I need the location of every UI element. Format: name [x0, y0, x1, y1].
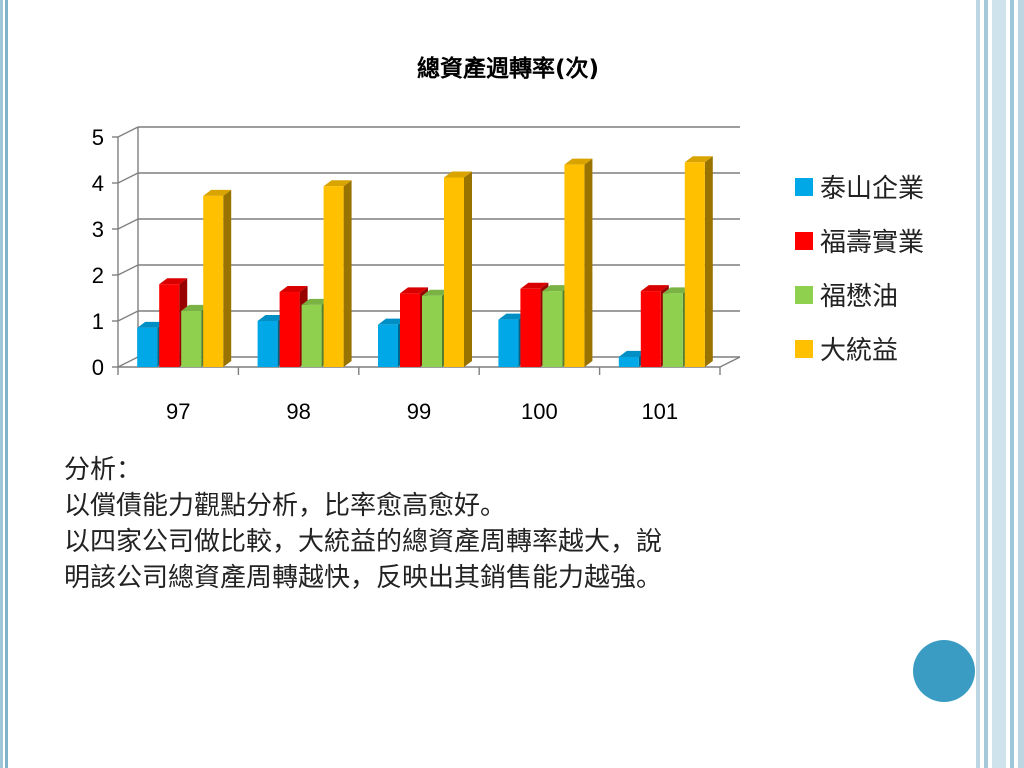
decorative-circle — [913, 640, 975, 702]
x-tick-label: 100 — [521, 399, 558, 424]
gridline-depth — [117, 356, 139, 368]
legend-label: 福壽實業 — [820, 228, 924, 258]
bar-front — [640, 291, 661, 367]
analysis-heading: 分析： — [64, 455, 143, 485]
gridline-depth — [117, 126, 139, 138]
left-border-decoration — [0, 0, 10, 768]
x-tick-label: 98 — [286, 399, 310, 424]
gridline-depth — [117, 172, 139, 184]
bar-front — [203, 195, 224, 367]
bar-top — [378, 318, 406, 325]
analysis-text: 分析： 以償債能力觀點分析，比率愈高愈好。 以四家公司做比較，大統益的總資產周轉… — [64, 452, 884, 596]
bar-top — [640, 285, 669, 292]
x-tick-label: 101 — [641, 399, 678, 424]
y-tick-label: 1 — [92, 309, 104, 334]
legend-item: 福懋油 — [795, 282, 898, 312]
bar-top — [159, 278, 188, 285]
bar-top — [137, 321, 166, 328]
bar-top — [279, 286, 308, 293]
legend-label: 大統益 — [820, 336, 898, 366]
analysis-line: 明該公司總資產周轉越快，反映出其銷售能力越強。 — [64, 563, 663, 593]
bar — [684, 156, 713, 367]
x-tick-label: 99 — [407, 399, 431, 424]
bar — [323, 180, 352, 367]
legend-swatch — [795, 178, 813, 196]
bar-top — [564, 158, 593, 165]
bar-front — [662, 293, 683, 367]
bar-top — [400, 287, 428, 294]
bar-front — [378, 324, 398, 367]
bar-chart: 總資產週轉率(次) 0 1 2 3 4 5 97 98 99 100 101 泰山企業福壽實業福懋… — [92, 55, 924, 424]
bar-top — [662, 287, 691, 294]
bar-side — [223, 189, 232, 367]
gridline-depth — [117, 218, 139, 230]
y-tick-label: 4 — [92, 171, 104, 196]
bar-front — [520, 288, 541, 367]
y-tick-label: 3 — [92, 217, 104, 242]
bar-top — [323, 180, 352, 187]
bar-front — [279, 292, 300, 367]
bar-side — [343, 180, 352, 367]
bar — [203, 189, 232, 367]
legend-item: 泰山企業 — [795, 174, 924, 204]
y-tick-label: 0 — [92, 355, 104, 380]
bar-top — [542, 285, 571, 292]
bar-front — [542, 291, 563, 367]
bar-top — [301, 298, 330, 305]
legend-swatch — [795, 286, 813, 304]
bar-top — [684, 156, 713, 163]
y-axis-ticks: 0 1 2 3 4 5 — [92, 125, 118, 380]
bar-top — [181, 304, 210, 311]
chart-title: 總資產週轉率(次) — [417, 55, 599, 82]
legend-label: 福懋油 — [820, 282, 898, 312]
bar-side — [704, 156, 713, 367]
chart-bars — [137, 156, 713, 367]
bar-top — [520, 282, 549, 289]
bar-front — [323, 186, 344, 367]
bar-top — [618, 350, 647, 357]
bar-front — [181, 310, 202, 367]
bar-front — [159, 284, 180, 367]
bar — [564, 158, 593, 367]
bar-front — [618, 356, 639, 367]
bar-top — [444, 171, 472, 178]
bar-front — [564, 164, 585, 367]
floor-edge — [719, 356, 741, 368]
bar-front — [498, 319, 519, 367]
bar-front — [137, 327, 158, 367]
legend-swatch — [795, 232, 813, 250]
bar-top — [498, 313, 527, 320]
analysis-line: 以償債能力觀點分析，比率愈高愈好。 — [64, 491, 507, 521]
bar-side — [584, 158, 593, 367]
bar-front — [257, 321, 278, 367]
bar-front — [422, 295, 442, 367]
right-border-decoration — [976, 0, 1024, 768]
x-tick-label: 97 — [166, 399, 190, 424]
bar-top — [257, 315, 286, 321]
bar-front — [684, 162, 705, 367]
bar-front — [301, 304, 322, 367]
analysis-line: 以四家公司做比較，大統益的總資產周轉率越大，說 — [64, 527, 663, 557]
gridline-depth — [117, 310, 139, 322]
x-axis-ticks: 97 98 99 100 101 — [117, 367, 721, 424]
legend-label: 泰山企業 — [820, 174, 924, 204]
legend-swatch — [795, 340, 813, 358]
bar-front — [444, 177, 464, 367]
bar — [444, 171, 472, 367]
bar-top — [422, 289, 450, 296]
bar-top — [203, 189, 232, 196]
legend-item: 福壽實業 — [795, 228, 924, 258]
gridline-depth — [117, 264, 139, 276]
y-tick-label: 2 — [92, 263, 104, 288]
legend-item: 大統益 — [795, 336, 898, 366]
y-tick-label: 5 — [92, 125, 104, 150]
bar-side — [464, 171, 472, 367]
bar-front — [400, 293, 420, 367]
